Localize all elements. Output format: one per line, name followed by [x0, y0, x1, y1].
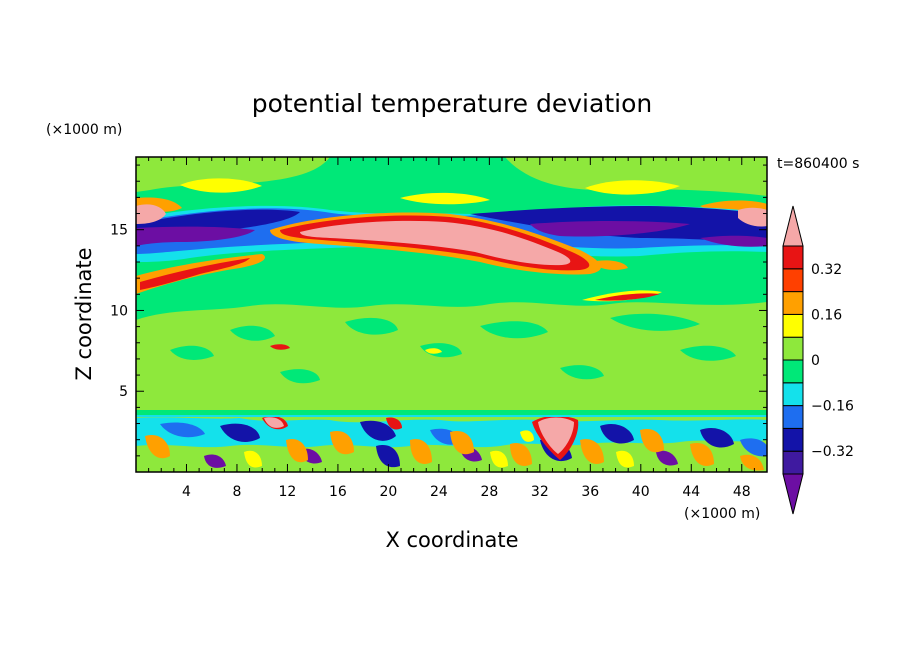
x-tick-label: 20: [379, 484, 397, 500]
contour-region: [490, 450, 508, 468]
contour-region: [345, 317, 398, 335]
colorbar-segment: [782, 427, 804, 452]
colorbar-segment: [782, 268, 804, 293]
contour-region: [590, 260, 628, 270]
colorbar-segment: [782, 359, 804, 384]
x-tick-label: 12: [279, 484, 297, 500]
x-tick-label: 48: [733, 484, 751, 500]
contour-region: [425, 348, 442, 354]
colorbar-segment: [782, 291, 804, 315]
contour-region: [505, 157, 767, 196]
x-tick-label: 8: [232, 484, 241, 500]
y-tick-label: 5: [119, 384, 128, 400]
x-axis-label: X coordinate: [385, 528, 518, 552]
colorbar-segment: [782, 450, 804, 475]
contour-region: [580, 439, 604, 464]
colorbar: 0.32 0.16 0 −0.16 −0.32: [782, 205, 854, 515]
x-unit-label: (×1000 m): [684, 506, 760, 522]
contour-region: [700, 235, 767, 247]
contour-region: [230, 325, 275, 341]
contour-region: [330, 430, 354, 455]
contour-region: [170, 345, 214, 360]
colorbar-tick-label: −0.16: [811, 399, 854, 415]
contour-region: [136, 204, 166, 224]
contour-region: [376, 444, 400, 468]
colorbar-max-arrow: [782, 205, 804, 247]
contour-region: [270, 344, 290, 350]
contour-region: [640, 428, 664, 453]
contour-region: [560, 365, 604, 380]
contour-region: [510, 442, 532, 466]
x-tick-label: 44: [682, 484, 700, 500]
contour-region: [410, 439, 432, 464]
contour-region: [740, 438, 767, 457]
contour-region: [400, 192, 490, 205]
contour-region: [220, 423, 260, 442]
contour-region: [386, 417, 402, 430]
colorbar-min-arrow: [782, 473, 804, 515]
contour-region: [160, 422, 205, 438]
contour-region: [700, 427, 734, 448]
contour-region: [286, 438, 308, 463]
contour-region: [656, 450, 678, 466]
contour-region: [680, 345, 736, 361]
contour-region: [140, 258, 250, 290]
contour-region: [530, 221, 690, 237]
contour-region: [136, 226, 255, 246]
contour-region: [204, 454, 226, 468]
contour-region: [738, 207, 767, 227]
contour-region: [280, 369, 320, 384]
contour-region: [616, 450, 634, 468]
contour-region: [360, 420, 396, 441]
contour-region: [264, 417, 284, 428]
colorbar-segment: [782, 313, 804, 338]
y-unit-label: (×1000 m): [46, 122, 122, 138]
contour-region: [740, 454, 764, 471]
y-tick-label: 10: [110, 303, 128, 319]
x-tick-label: 4: [182, 484, 191, 500]
contour-region: [145, 434, 170, 459]
colorbar-tick-label: 0.32: [811, 262, 842, 278]
colorbar-segment: [782, 405, 804, 429]
contour-region: [690, 442, 714, 466]
colorbar-tick-label: 0: [811, 353, 820, 369]
y-axis-label: Z coordinate: [72, 247, 96, 380]
contour-region: [538, 417, 574, 454]
time-label: t=860400 s: [777, 156, 859, 172]
contour-region: [585, 180, 680, 195]
x-tick-label: 28: [480, 484, 498, 500]
contour-region: [600, 423, 634, 444]
colorbar-tick-label: 0.16: [811, 307, 842, 323]
plot-field: [136, 157, 767, 472]
x-tick-label: 32: [531, 484, 549, 500]
x-tick-label: 36: [581, 484, 599, 500]
contour-region: [520, 430, 534, 442]
y-tick-label: 15: [110, 223, 128, 239]
contour-region: [300, 220, 571, 266]
chart-title: potential temperature deviation: [252, 89, 652, 118]
contour-region: [610, 313, 700, 331]
x-tick-label: 40: [632, 484, 650, 500]
contour-region: [595, 293, 660, 301]
contour-region: [180, 178, 262, 193]
colorbar-segment: [782, 245, 804, 270]
colorbar-segment: [782, 336, 804, 361]
contour-region: [480, 321, 548, 339]
x-tick-label: 24: [430, 484, 448, 500]
contour-region: [420, 343, 462, 358]
colorbar-tick-label: −0.32: [811, 444, 854, 460]
contour-region: [244, 450, 262, 468]
colorbar-segment: [782, 382, 804, 407]
x-tick-label: 16: [329, 484, 347, 500]
contour-region: [450, 430, 474, 455]
